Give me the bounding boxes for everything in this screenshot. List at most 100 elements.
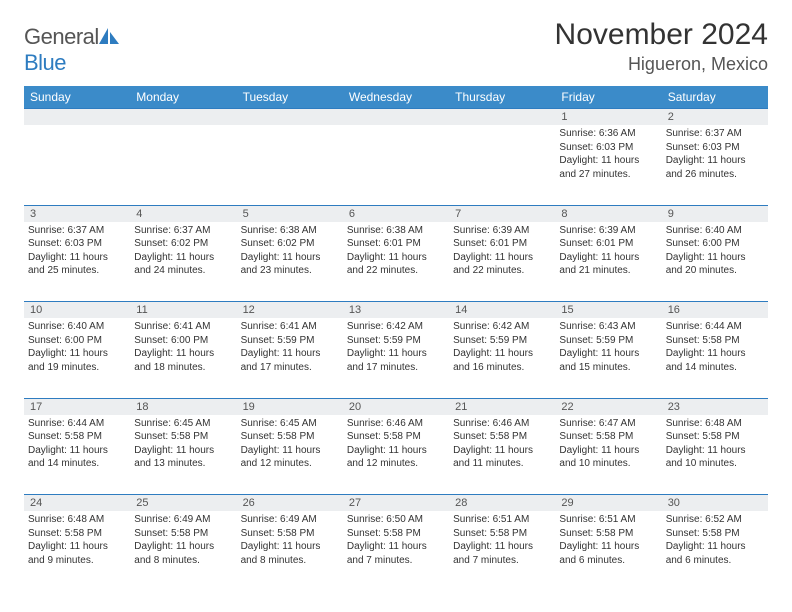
day-number: 13: [343, 302, 449, 319]
calendar-table: SundayMondayTuesdayWednesdayThursdayFrid…: [24, 86, 768, 591]
daylight-text: Daylight: 11 hours and 7 minutes.: [453, 540, 551, 567]
day-number: [449, 109, 555, 126]
day-info: Sunrise: 6:37 AMSunset: 6:02 PMDaylight:…: [134, 224, 232, 278]
sunset-text: Sunset: 5:58 PM: [666, 527, 764, 541]
sunset-text: Sunset: 5:58 PM: [241, 430, 339, 444]
sunrise-text: Sunrise: 6:49 AM: [241, 513, 339, 527]
daylight-text: Daylight: 11 hours and 25 minutes.: [28, 251, 126, 278]
day-number: 1: [555, 109, 661, 126]
daylight-text: Daylight: 11 hours and 21 minutes.: [559, 251, 657, 278]
day-cell: Sunrise: 6:39 AMSunset: 6:01 PMDaylight:…: [555, 222, 661, 302]
day-cell: Sunrise: 6:38 AMSunset: 6:01 PMDaylight:…: [343, 222, 449, 302]
day-number-row: 12: [24, 109, 768, 126]
weekday-header: Wednesday: [343, 86, 449, 109]
week-row: Sunrise: 6:48 AMSunset: 5:58 PMDaylight:…: [24, 511, 768, 591]
daylight-text: Daylight: 11 hours and 16 minutes.: [453, 347, 551, 374]
day-cell: Sunrise: 6:49 AMSunset: 5:58 PMDaylight:…: [237, 511, 343, 591]
empty-cell: [237, 125, 343, 205]
day-cell: Sunrise: 6:40 AMSunset: 6:00 PMDaylight:…: [662, 222, 768, 302]
daylight-text: Daylight: 11 hours and 24 minutes.: [134, 251, 232, 278]
day-number-row: 24252627282930: [24, 495, 768, 512]
day-number: [237, 109, 343, 126]
weekday-header-row: SundayMondayTuesdayWednesdayThursdayFrid…: [24, 86, 768, 109]
day-cell: Sunrise: 6:52 AMSunset: 5:58 PMDaylight:…: [662, 511, 768, 591]
day-cell: Sunrise: 6:43 AMSunset: 5:59 PMDaylight:…: [555, 318, 661, 398]
day-cell: Sunrise: 6:44 AMSunset: 5:58 PMDaylight:…: [662, 318, 768, 398]
day-number: 5: [237, 205, 343, 222]
daylight-text: Daylight: 11 hours and 22 minutes.: [453, 251, 551, 278]
weekday-header: Sunday: [24, 86, 130, 109]
day-info: Sunrise: 6:47 AMSunset: 5:58 PMDaylight:…: [559, 417, 657, 471]
sunset-text: Sunset: 6:01 PM: [453, 237, 551, 251]
sunset-text: Sunset: 5:58 PM: [666, 334, 764, 348]
sunset-text: Sunset: 5:59 PM: [347, 334, 445, 348]
day-number: 28: [449, 495, 555, 512]
sail-icon: [99, 28, 119, 44]
day-info: Sunrise: 6:40 AMSunset: 6:00 PMDaylight:…: [666, 224, 764, 278]
sunset-text: Sunset: 5:58 PM: [134, 527, 232, 541]
day-cell: Sunrise: 6:51 AMSunset: 5:58 PMDaylight:…: [449, 511, 555, 591]
day-cell: Sunrise: 6:39 AMSunset: 6:01 PMDaylight:…: [449, 222, 555, 302]
day-number: 15: [555, 302, 661, 319]
week-row: Sunrise: 6:44 AMSunset: 5:58 PMDaylight:…: [24, 415, 768, 495]
day-number: 4: [130, 205, 236, 222]
day-cell: Sunrise: 6:45 AMSunset: 5:58 PMDaylight:…: [130, 415, 236, 495]
day-cell: Sunrise: 6:42 AMSunset: 5:59 PMDaylight:…: [343, 318, 449, 398]
day-info: Sunrise: 6:38 AMSunset: 6:01 PMDaylight:…: [347, 224, 445, 278]
logo-text: General Blue: [24, 24, 119, 76]
day-cell: Sunrise: 6:48 AMSunset: 5:58 PMDaylight:…: [662, 415, 768, 495]
day-info: Sunrise: 6:52 AMSunset: 5:58 PMDaylight:…: [666, 513, 764, 567]
day-info: Sunrise: 6:44 AMSunset: 5:58 PMDaylight:…: [666, 320, 764, 374]
sunrise-text: Sunrise: 6:38 AM: [241, 224, 339, 238]
day-number: 7: [449, 205, 555, 222]
empty-cell: [130, 125, 236, 205]
weekday-header: Monday: [130, 86, 236, 109]
daylight-text: Daylight: 11 hours and 17 minutes.: [347, 347, 445, 374]
sunset-text: Sunset: 6:03 PM: [559, 141, 657, 155]
day-info: Sunrise: 6:48 AMSunset: 5:58 PMDaylight:…: [666, 417, 764, 471]
weekday-header: Saturday: [662, 86, 768, 109]
sunrise-text: Sunrise: 6:46 AM: [453, 417, 551, 431]
sunset-text: Sunset: 5:58 PM: [28, 430, 126, 444]
sunrise-text: Sunrise: 6:40 AM: [666, 224, 764, 238]
daylight-text: Daylight: 11 hours and 12 minutes.: [241, 444, 339, 471]
daylight-text: Daylight: 11 hours and 11 minutes.: [453, 444, 551, 471]
sunrise-text: Sunrise: 6:44 AM: [28, 417, 126, 431]
sunrise-text: Sunrise: 6:50 AM: [347, 513, 445, 527]
day-info: Sunrise: 6:42 AMSunset: 5:59 PMDaylight:…: [347, 320, 445, 374]
sunrise-text: Sunrise: 6:41 AM: [241, 320, 339, 334]
day-info: Sunrise: 6:36 AMSunset: 6:03 PMDaylight:…: [559, 127, 657, 181]
empty-cell: [24, 125, 130, 205]
sunset-text: Sunset: 5:58 PM: [453, 527, 551, 541]
day-info: Sunrise: 6:51 AMSunset: 5:58 PMDaylight:…: [559, 513, 657, 567]
sunrise-text: Sunrise: 6:46 AM: [347, 417, 445, 431]
daylight-text: Daylight: 11 hours and 8 minutes.: [134, 540, 232, 567]
sunrise-text: Sunrise: 6:51 AM: [453, 513, 551, 527]
daylight-text: Daylight: 11 hours and 8 minutes.: [241, 540, 339, 567]
sunset-text: Sunset: 5:59 PM: [559, 334, 657, 348]
day-number-row: 10111213141516: [24, 302, 768, 319]
day-number: 22: [555, 398, 661, 415]
day-cell: Sunrise: 6:37 AMSunset: 6:02 PMDaylight:…: [130, 222, 236, 302]
daylight-text: Daylight: 11 hours and 10 minutes.: [559, 444, 657, 471]
day-info: Sunrise: 6:41 AMSunset: 5:59 PMDaylight:…: [241, 320, 339, 374]
sunrise-text: Sunrise: 6:41 AM: [134, 320, 232, 334]
empty-cell: [343, 125, 449, 205]
sunset-text: Sunset: 6:01 PM: [347, 237, 445, 251]
day-cell: Sunrise: 6:46 AMSunset: 5:58 PMDaylight:…: [449, 415, 555, 495]
daylight-text: Daylight: 11 hours and 20 minutes.: [666, 251, 764, 278]
sunrise-text: Sunrise: 6:45 AM: [134, 417, 232, 431]
day-cell: Sunrise: 6:48 AMSunset: 5:58 PMDaylight:…: [24, 511, 130, 591]
day-number: 27: [343, 495, 449, 512]
sunrise-text: Sunrise: 6:48 AM: [666, 417, 764, 431]
sunrise-text: Sunrise: 6:37 AM: [134, 224, 232, 238]
daylight-text: Daylight: 11 hours and 17 minutes.: [241, 347, 339, 374]
day-info: Sunrise: 6:45 AMSunset: 5:58 PMDaylight:…: [134, 417, 232, 471]
sunset-text: Sunset: 6:03 PM: [666, 141, 764, 155]
sunset-text: Sunset: 5:58 PM: [347, 527, 445, 541]
day-info: Sunrise: 6:51 AMSunset: 5:58 PMDaylight:…: [453, 513, 551, 567]
day-cell: Sunrise: 6:44 AMSunset: 5:58 PMDaylight:…: [24, 415, 130, 495]
sunset-text: Sunset: 6:00 PM: [28, 334, 126, 348]
day-cell: Sunrise: 6:50 AMSunset: 5:58 PMDaylight:…: [343, 511, 449, 591]
day-cell: Sunrise: 6:36 AMSunset: 6:03 PMDaylight:…: [555, 125, 661, 205]
